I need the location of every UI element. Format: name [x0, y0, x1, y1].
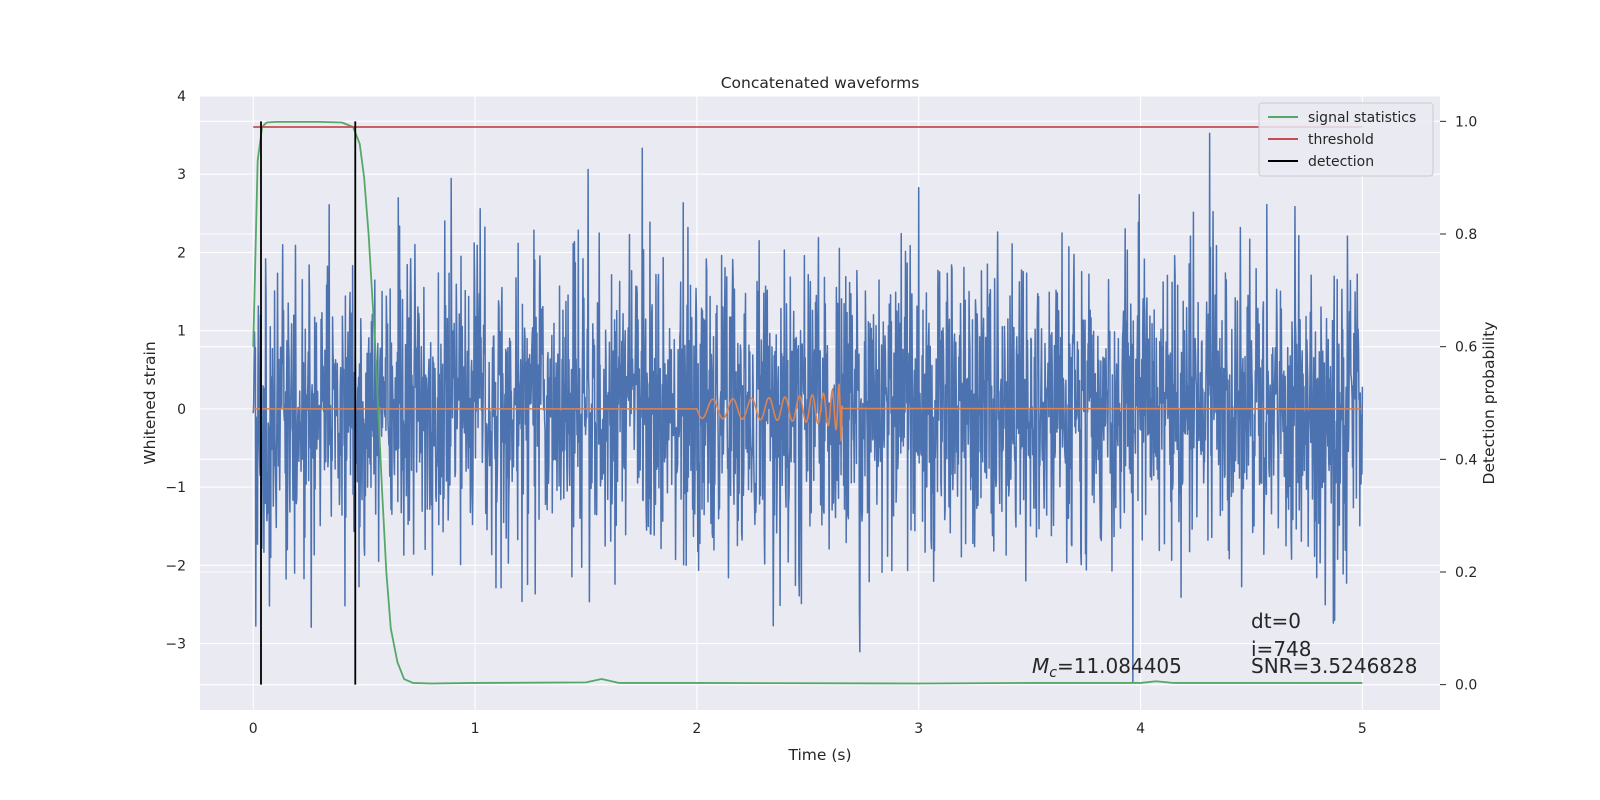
chirp-series: [253, 383, 1363, 442]
legend-box: [1258, 102, 1434, 177]
y-tick-label-0: 4: [177, 89, 186, 105]
right-series-layer: [252, 121, 1363, 685]
chirp-line: [253, 383, 1363, 442]
x-tick-label-1: 1: [471, 721, 480, 737]
y2-tick-label-1: 0.8: [1455, 227, 1477, 243]
tick-layer: 0 1 2 3 4 5 4 3 2 1 0 −1 −2 −3 1.0 0.8 0.6 0.4 0.2 0.0: [165, 89, 1477, 737]
legend-label-signal-statistics: signal statistics: [1308, 110, 1416, 126]
x-tick-label-3: 3: [914, 721, 923, 737]
legend: signal statistics threshold detection: [1258, 102, 1434, 177]
y-axis-title: Whitened strain: [141, 341, 159, 464]
y2-tick-label-3: 0.4: [1455, 452, 1477, 468]
y-tick-label-4: 0: [177, 402, 186, 418]
annotation-snr: SNR=3.5246828: [1251, 654, 1417, 678]
annotation-dt: dt=0: [1251, 609, 1301, 633]
x-tick-label-5: 5: [1358, 721, 1367, 737]
noise-series: [252, 132, 1364, 684]
y-tick-label-6: −2: [165, 558, 186, 574]
legend-label-detection: detection: [1308, 154, 1374, 170]
y2-tick-label-0: 1.0: [1455, 114, 1477, 130]
annotation-chirp-mass-value: =11.084405: [1057, 654, 1182, 678]
y2-tick-label-4: 0.2: [1455, 565, 1477, 581]
y2-axis-title: Detection probability: [1480, 322, 1498, 485]
y-tick-label-2: 2: [177, 245, 186, 261]
noise-line: [252, 132, 1364, 684]
y-tick-label-1: 3: [177, 167, 186, 183]
detection-layer: [260, 121, 357, 685]
annotation-chirp-mass: Mc=11.084405: [1032, 654, 1182, 681]
y-tick-label-7: −3: [165, 637, 186, 653]
y-tick-label-3: 1: [177, 324, 186, 340]
y2-tick-label-2: 0.6: [1455, 340, 1477, 356]
annotation-layer: dt=0 i=748 SNR=3.5246828 Mc=11.084405: [1032, 609, 1417, 681]
y2-tick-label-5: 0.0: [1455, 678, 1477, 694]
chart-title: Concatenated waveforms: [721, 74, 920, 92]
x-tick-label-0: 0: [249, 721, 258, 737]
legend-label-threshold: threshold: [1308, 132, 1374, 148]
series-line-signal-statistics: [252, 121, 1363, 685]
annotation-index: i=748: [1251, 637, 1312, 661]
y-tick-label-5: −1: [165, 480, 186, 496]
x-tick-label-4: 4: [1136, 721, 1145, 737]
x-tick-label-2: 2: [692, 721, 701, 737]
x-axis-title: Time (s): [787, 746, 851, 764]
